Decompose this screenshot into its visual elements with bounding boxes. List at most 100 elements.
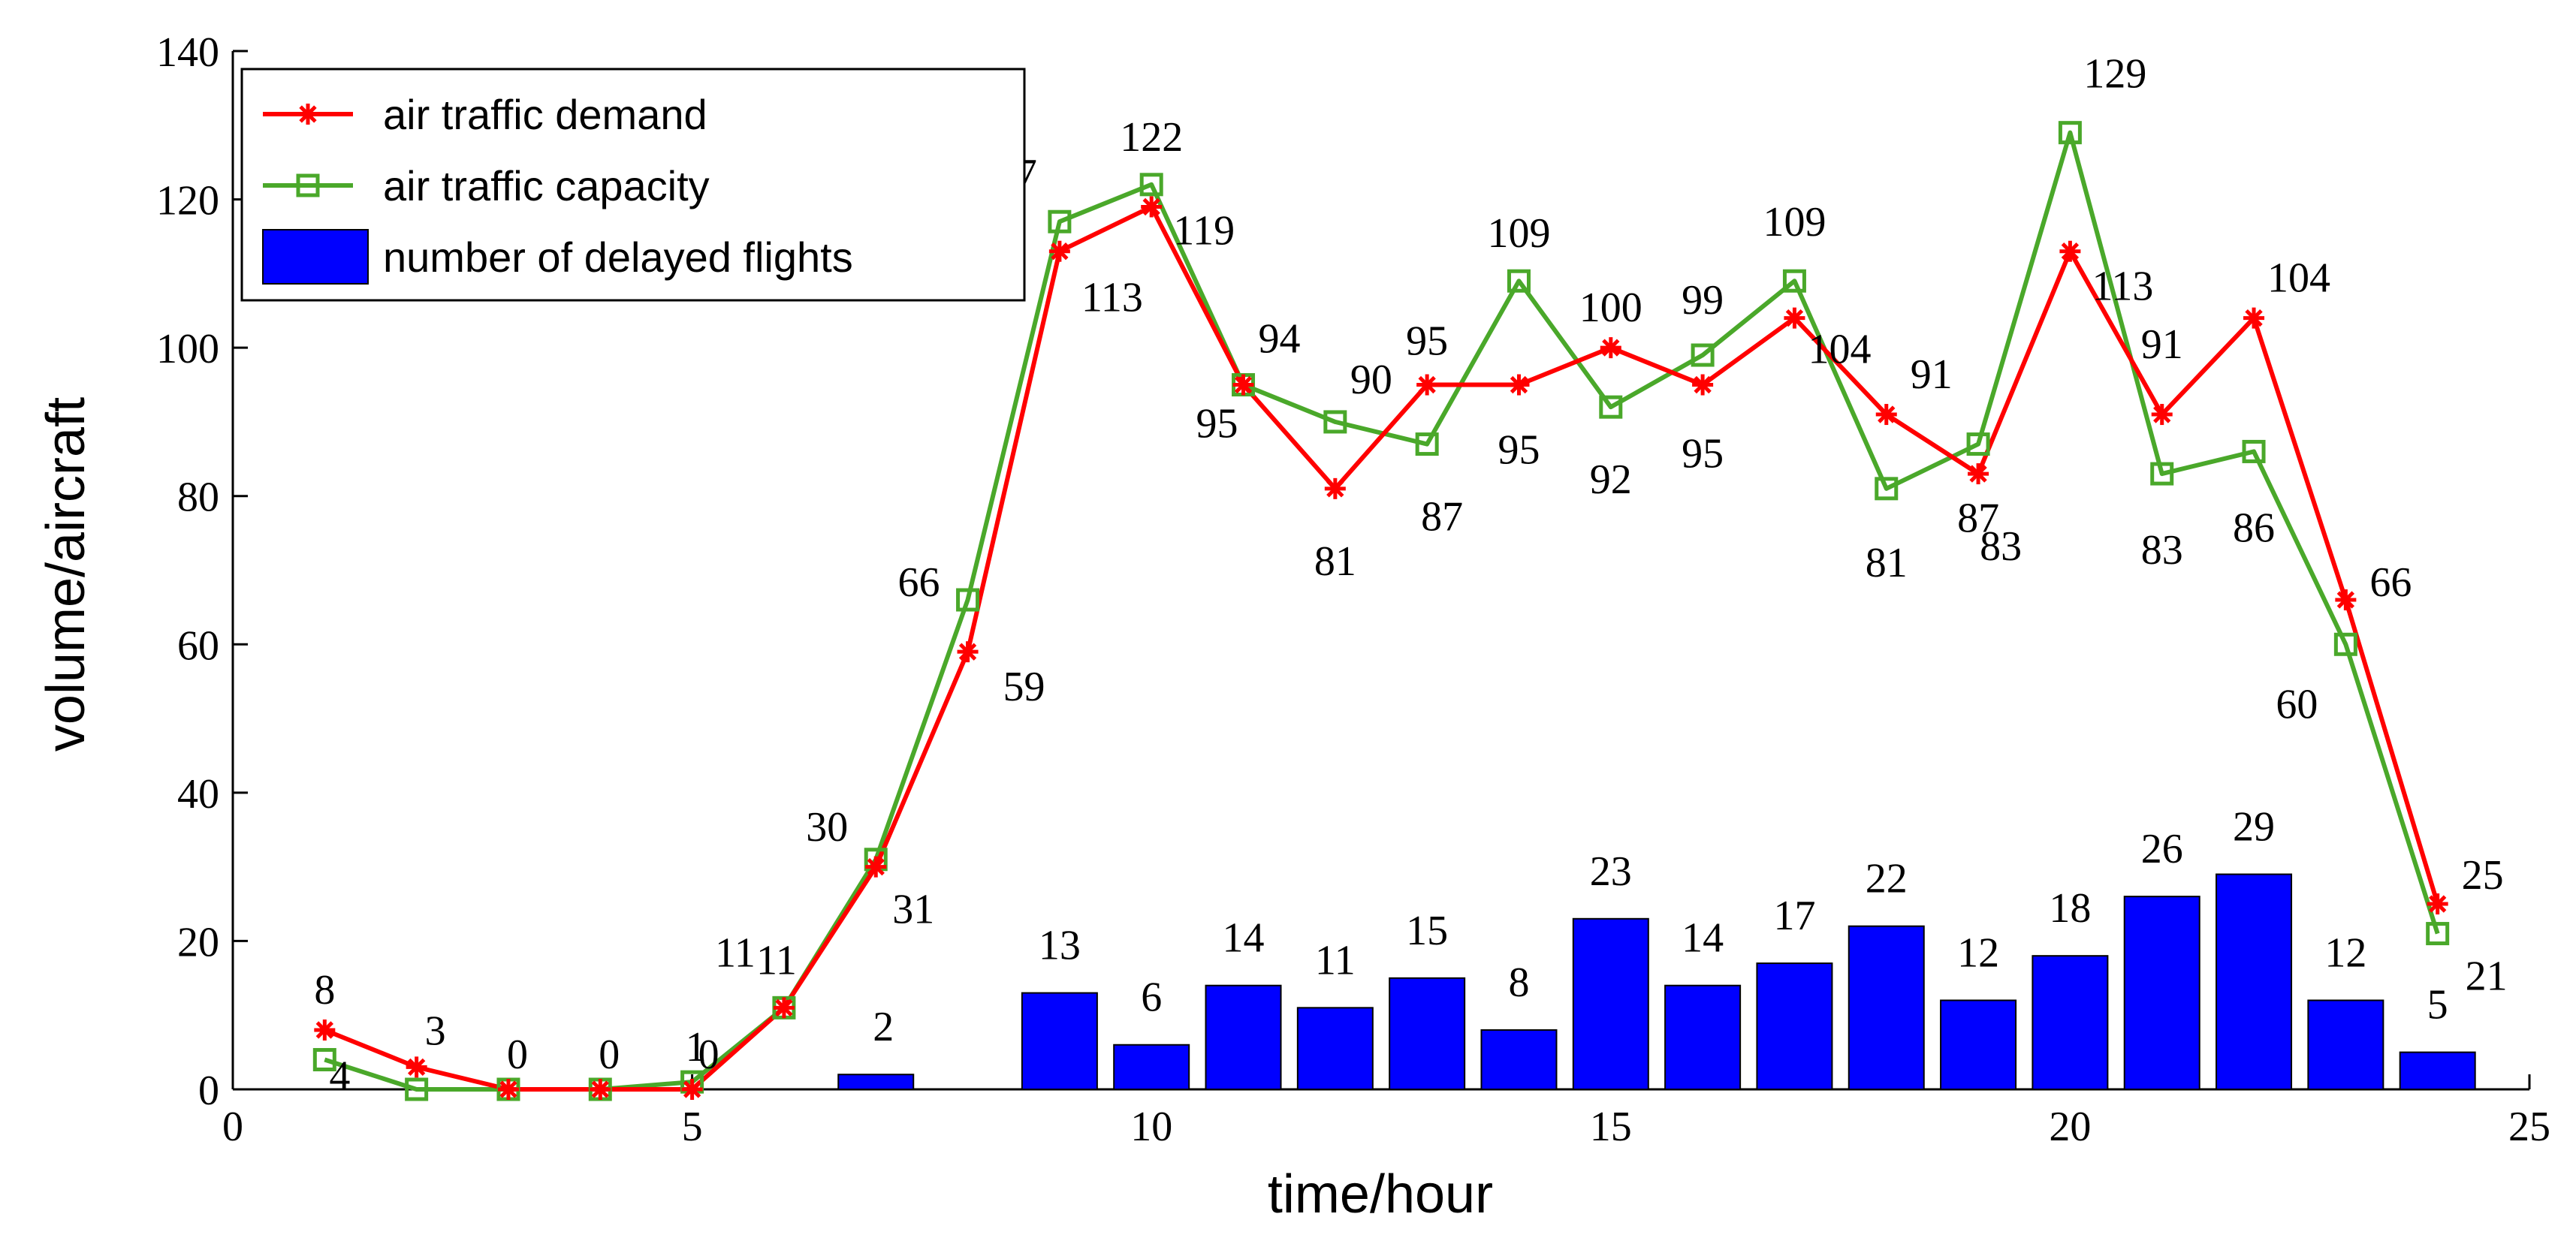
demand-data-label: 113 [2092,264,2153,310]
capacity-data-label: 92 [1590,456,1632,503]
legend-label: air traffic capacity [383,162,710,209]
capacity-point [312,1047,336,1071]
y-tick-label: 100 [156,326,219,372]
demand-data-label: 95 [1498,427,1540,474]
demand-point [1324,477,1346,499]
delayed-data-label: 18 [2049,885,2091,932]
demand-data-label: 119 [1173,207,1235,254]
capacity-data-label: 129 [2083,51,2146,98]
capacity-data-label: 81 [1866,540,1908,586]
x-axis-title: time/hour [1268,1164,1493,1224]
capacity-data-label: 1 [686,1024,707,1071]
demand-data-label: 91 [1911,351,1953,398]
capacity-point [1691,343,1715,367]
capacity-data-label: 66 [898,559,940,606]
demand-line [324,204,2440,1092]
demand-point [406,1056,427,1078]
demand-data-label: 104 [2267,255,2330,302]
capacity-data-label: 87 [1421,494,1463,541]
y-tick-label: 60 [177,622,219,669]
demand-point [2151,404,2173,426]
delayed-data-label: 8 [1508,959,1529,1006]
delayed-bar [1940,999,2017,1091]
demand-data-label: 95 [1406,318,1448,365]
delayed-bar [837,1074,915,1090]
delayed-bar [1021,992,1098,1091]
demand-point [773,997,795,1019]
delayed-bar [2399,1051,2476,1091]
delayed-data-label: 26 [2141,826,2183,872]
delayed-data-label: 29 [2233,804,2275,851]
capacity-point [1875,477,1899,501]
demand-data-label: 100 [1579,285,1642,331]
delayed-data-label: 13 [1039,923,1081,969]
delayed-bar [1480,1029,1558,1091]
demand-data-label: 66 [2369,559,2412,606]
capacity-line [324,130,2440,1092]
bar-series [837,873,2476,1091]
demand-point [1784,307,1805,329]
demand-point [1141,196,1163,218]
delayed-bar [2216,873,2293,1091]
capacity-point [1966,432,1990,456]
legend-capacity-marker [296,173,320,197]
capacity-data-label: 122 [1120,114,1183,161]
demand-point [1416,374,1438,396]
delayed-data-label: 12 [2324,929,2366,976]
demand-point [2059,240,2081,262]
capacity-point [1507,269,1531,293]
capacity-data-label: 87 [1957,495,1999,542]
demand-point [497,1079,519,1100]
demand-data-label: 113 [1081,275,1143,321]
capacity-data-label: 21 [2466,953,2508,1000]
delayed-data-label: 23 [1590,848,1632,895]
demand-point [590,1079,611,1100]
demand-point [2243,307,2265,329]
demand-data-label: 11 [756,937,797,983]
capacity-data-label: 60 [2276,681,2318,727]
demand-point [1875,404,1897,426]
capacity-point [956,588,980,612]
capacity-point [405,1077,429,1101]
y-tick-label: 120 [156,178,219,224]
capacity-data-label: 99 [1682,277,1724,324]
demand-point [1692,374,1714,396]
delayed-bar [2307,999,2384,1091]
capacity-data-label: 109 [1763,199,1826,245]
legend-delayed-swatch [262,229,369,285]
demand-data-label: 104 [1808,327,1871,373]
legend-label: air traffic demand [383,91,707,138]
data-labels: 8430001111131305966113171191229594819095… [314,51,2507,1100]
delayed-bar [2032,955,2109,1090]
x-tick-label: 5 [682,1104,703,1150]
capacity-point [1048,209,1072,233]
delayed-data-label: 6 [1141,974,1162,1021]
demand-point [1508,374,1530,396]
x-tick-label: 20 [2049,1104,2091,1150]
capacity-point [1782,269,1806,293]
demand-data-label: 0 [507,1032,528,1078]
demand-point [2335,589,2357,611]
delayed-bar [1113,1044,1190,1090]
delayed-bar [2123,896,2200,1090]
demand-point [1232,374,1254,396]
demand-data-label: 83 [1980,523,2022,570]
demand-data-label: 31 [892,887,934,933]
delayed-data-label: 5 [2427,982,2448,1029]
capacity-point [1599,395,1623,419]
legend-label: number of delayed flights [383,233,853,281]
capacity-data-label: 109 [1487,210,1550,257]
demand-point [314,1019,336,1041]
x-tick-label: 15 [1590,1104,1632,1150]
demand-data-label: 91 [2141,321,2183,368]
delayed-bar [1296,1007,1374,1090]
delayed-bar [1389,977,1466,1090]
y-axis-title: volume/aircraft [36,397,96,752]
delayed-data-label: 14 [1682,915,1724,962]
delayed-data-label: 17 [1773,893,1815,939]
demand-data-label: 0 [698,1032,719,1078]
delayed-data-label: 14 [1223,915,1265,962]
delayed-bar [1205,984,1282,1090]
